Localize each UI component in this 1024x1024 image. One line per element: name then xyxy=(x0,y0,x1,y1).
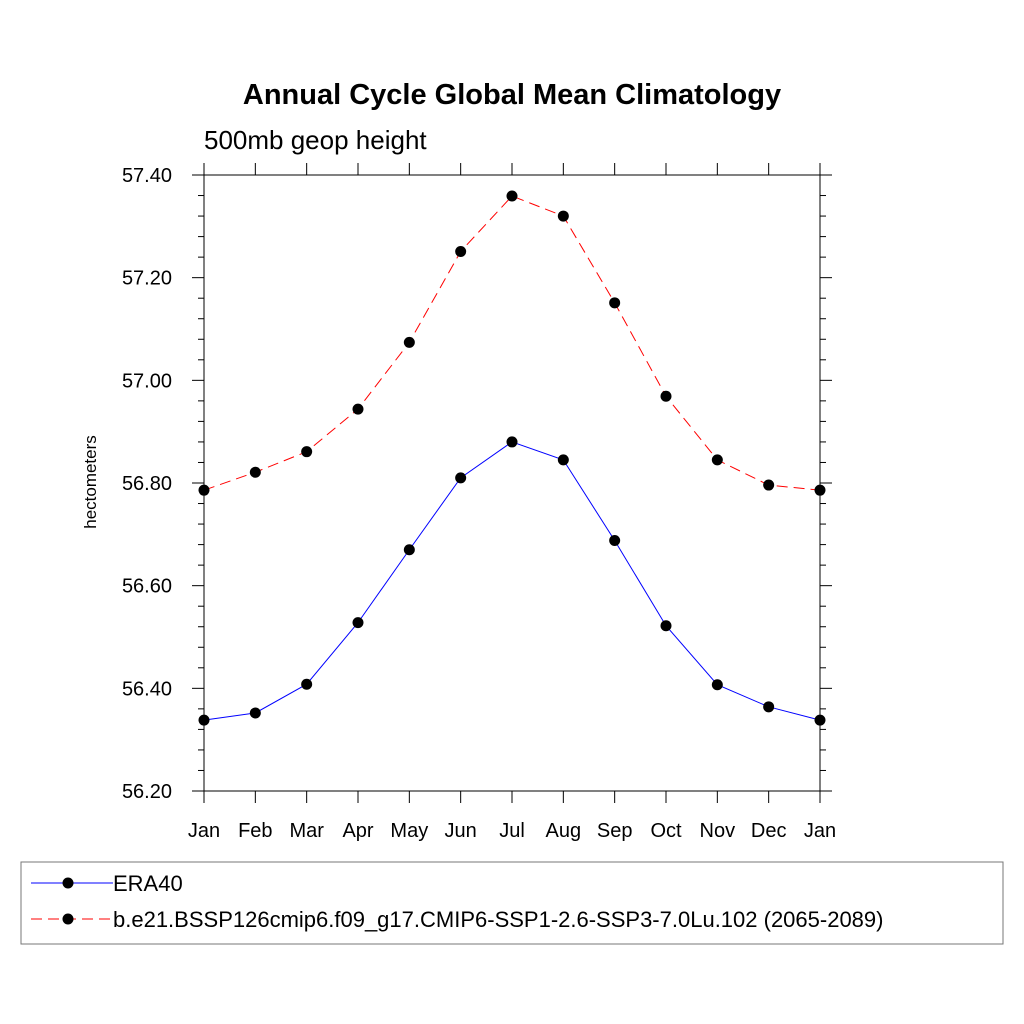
series-2-point xyxy=(814,484,826,496)
y-tick-label: 57.00 xyxy=(122,370,172,392)
legend-label-2: b.e21.BSSP126cmip6.f09_g17.CMIP6-SSP1-2.… xyxy=(113,907,883,932)
series-2-point xyxy=(198,484,210,496)
legend-marker-2 xyxy=(62,913,74,925)
legend-box xyxy=(20,861,1004,945)
series-2-point xyxy=(763,479,775,491)
series-1-point xyxy=(763,701,775,713)
x-tick-label: Oct xyxy=(650,820,682,842)
series-2-point xyxy=(711,454,723,466)
x-tick-label: Jan xyxy=(188,820,220,842)
series-1-point xyxy=(301,678,313,690)
x-tick-label: May xyxy=(390,820,428,842)
series-2-point xyxy=(352,403,364,415)
x-tick-label: Jul xyxy=(499,820,525,842)
series-1-point xyxy=(455,472,467,484)
series-1-point xyxy=(814,714,826,726)
y-tick-label: 56.80 xyxy=(122,473,172,495)
chart-subtitle: 500mb geop height xyxy=(204,125,427,155)
x-tick-label: Nov xyxy=(700,820,736,842)
x-tick-label: Aug xyxy=(546,820,582,842)
series-2-point xyxy=(249,466,261,478)
series-1-point xyxy=(557,454,569,466)
y-tick-label: 57.40 xyxy=(122,165,172,187)
legend: ERA40 b.e21.BSSP126cmip6.f09_g17.CMIP6-SS… xyxy=(31,871,883,932)
y-tick-label: 57.20 xyxy=(122,268,172,290)
x-tick-label: Sep xyxy=(597,820,633,842)
y-tick-label: 56.40 xyxy=(122,678,172,700)
series-1-point xyxy=(198,714,210,726)
y-tick-label: 56.20 xyxy=(122,781,172,803)
series-2-point xyxy=(660,390,672,402)
series-1-point xyxy=(249,707,261,719)
series-1-point xyxy=(506,436,518,448)
plot-frame xyxy=(203,174,821,792)
series-2-point xyxy=(609,297,621,309)
series-1-point xyxy=(403,544,415,556)
axes: Jan Feb Mar Apr May Jun Jul Aug Sep Oct Nov Dec Jan 5… xyxy=(122,163,836,842)
series-1-point xyxy=(660,620,672,632)
legend-marker-1 xyxy=(62,877,74,889)
series-2-point xyxy=(506,190,518,202)
chart-title: Annual Cycle Global Mean Climatology xyxy=(243,79,781,111)
y-axis-label: hectometers xyxy=(81,435,100,529)
series-1-point xyxy=(711,679,723,691)
plot-area xyxy=(198,190,826,726)
series-line-1 xyxy=(203,441,821,721)
legend-label-1: ERA40 xyxy=(113,871,183,896)
x-tick-label: Dec xyxy=(751,820,787,842)
series-1-point xyxy=(352,617,364,629)
x-tick-label: Apr xyxy=(342,820,373,842)
series-2-point xyxy=(301,446,313,458)
series-2-point xyxy=(557,210,569,222)
series-2-point xyxy=(455,245,467,257)
x-tick-label: Mar xyxy=(289,820,324,842)
y-tick-label: 56.60 xyxy=(122,576,172,598)
series-2-point xyxy=(403,336,415,348)
x-tick-label: Feb xyxy=(238,820,272,842)
series-1-point xyxy=(609,534,621,546)
x-tick-label: Jan xyxy=(804,820,836,842)
x-tick-label: Jun xyxy=(445,820,477,842)
